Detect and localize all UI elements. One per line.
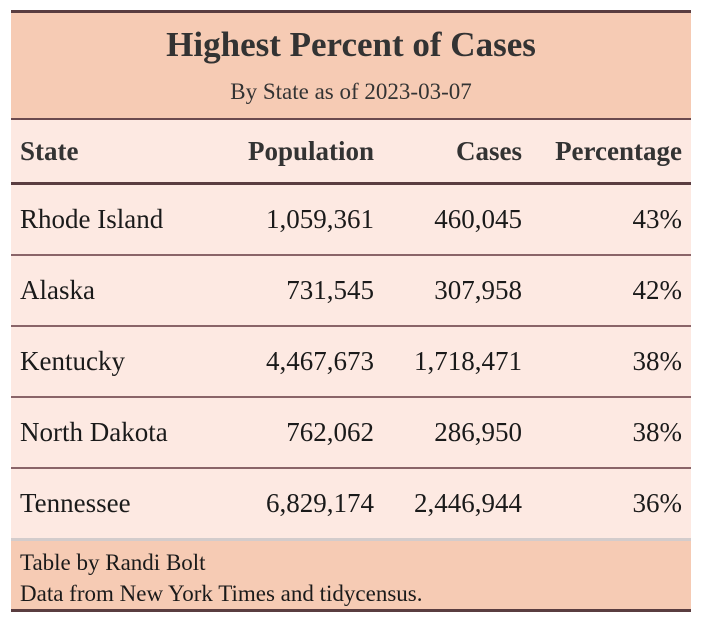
column-header: Percentage bbox=[555, 135, 682, 166]
table-cell: Rhode Island bbox=[20, 204, 164, 234]
table-row: Alaska 731,545 307,958 42% bbox=[11, 256, 691, 327]
table-row: Kentucky 4,467,673 1,718,471 38% bbox=[11, 327, 691, 398]
table-cell: Tennessee bbox=[20, 488, 131, 518]
table-cell: Kentucky bbox=[20, 346, 125, 376]
table-body: Rhode Island 1,059,361 460,045 43% Alaska 731… bbox=[11, 185, 691, 538]
table-cell: 731,545 bbox=[286, 275, 374, 305]
table-cell: 2,446,944 bbox=[414, 488, 522, 518]
table-cell: Alaska bbox=[20, 275, 95, 305]
column-header: Population bbox=[247, 135, 374, 166]
table-cell: 43% bbox=[632, 204, 683, 234]
title: Highest Percent of Cases bbox=[166, 25, 536, 64]
table-cell: 4,467,673 bbox=[266, 346, 374, 376]
table-cell: 762,062 bbox=[286, 417, 374, 447]
table-cell: 1,059,361 bbox=[266, 204, 374, 234]
footnote: Data from New York Times and tidycensus. bbox=[20, 581, 423, 606]
footer: Table by Randi Bolt Data from New York Ti… bbox=[11, 538, 691, 612]
table-cell: 286,950 bbox=[434, 417, 522, 447]
table-cell: 460,045 bbox=[434, 204, 522, 234]
table-cell: 6,829,174 bbox=[266, 488, 374, 518]
table-cell: 307,958 bbox=[434, 275, 522, 305]
subtitle: By State as of 2023-03-07 bbox=[230, 79, 472, 104]
footnote: Table by Randi Bolt bbox=[20, 550, 206, 575]
table-cell: 42% bbox=[632, 275, 683, 305]
table-cell: 38% bbox=[632, 346, 683, 376]
table-row: North Dakota 762,062 286,950 38% bbox=[11, 398, 691, 469]
table-cell: 1,718,471 bbox=[414, 346, 522, 376]
table-cell: 38% bbox=[632, 417, 683, 447]
table-row: Tennessee 6,829,174 2,446,944 36% bbox=[11, 469, 691, 538]
title-block: Highest Percent of Cases By State as of … bbox=[11, 13, 691, 120]
top-border bbox=[11, 10, 691, 13]
table-cell: North Dakota bbox=[20, 417, 168, 447]
header-row: State Population Cases Percentage bbox=[11, 120, 691, 185]
table-row: Rhode Island 1,059,361 460,045 43% bbox=[11, 185, 691, 256]
column-header: Cases bbox=[456, 135, 522, 166]
table: Highest Percent of Cases By State as of … bbox=[11, 10, 691, 612]
column-header: State bbox=[20, 135, 79, 166]
table-cell: 36% bbox=[632, 488, 683, 518]
